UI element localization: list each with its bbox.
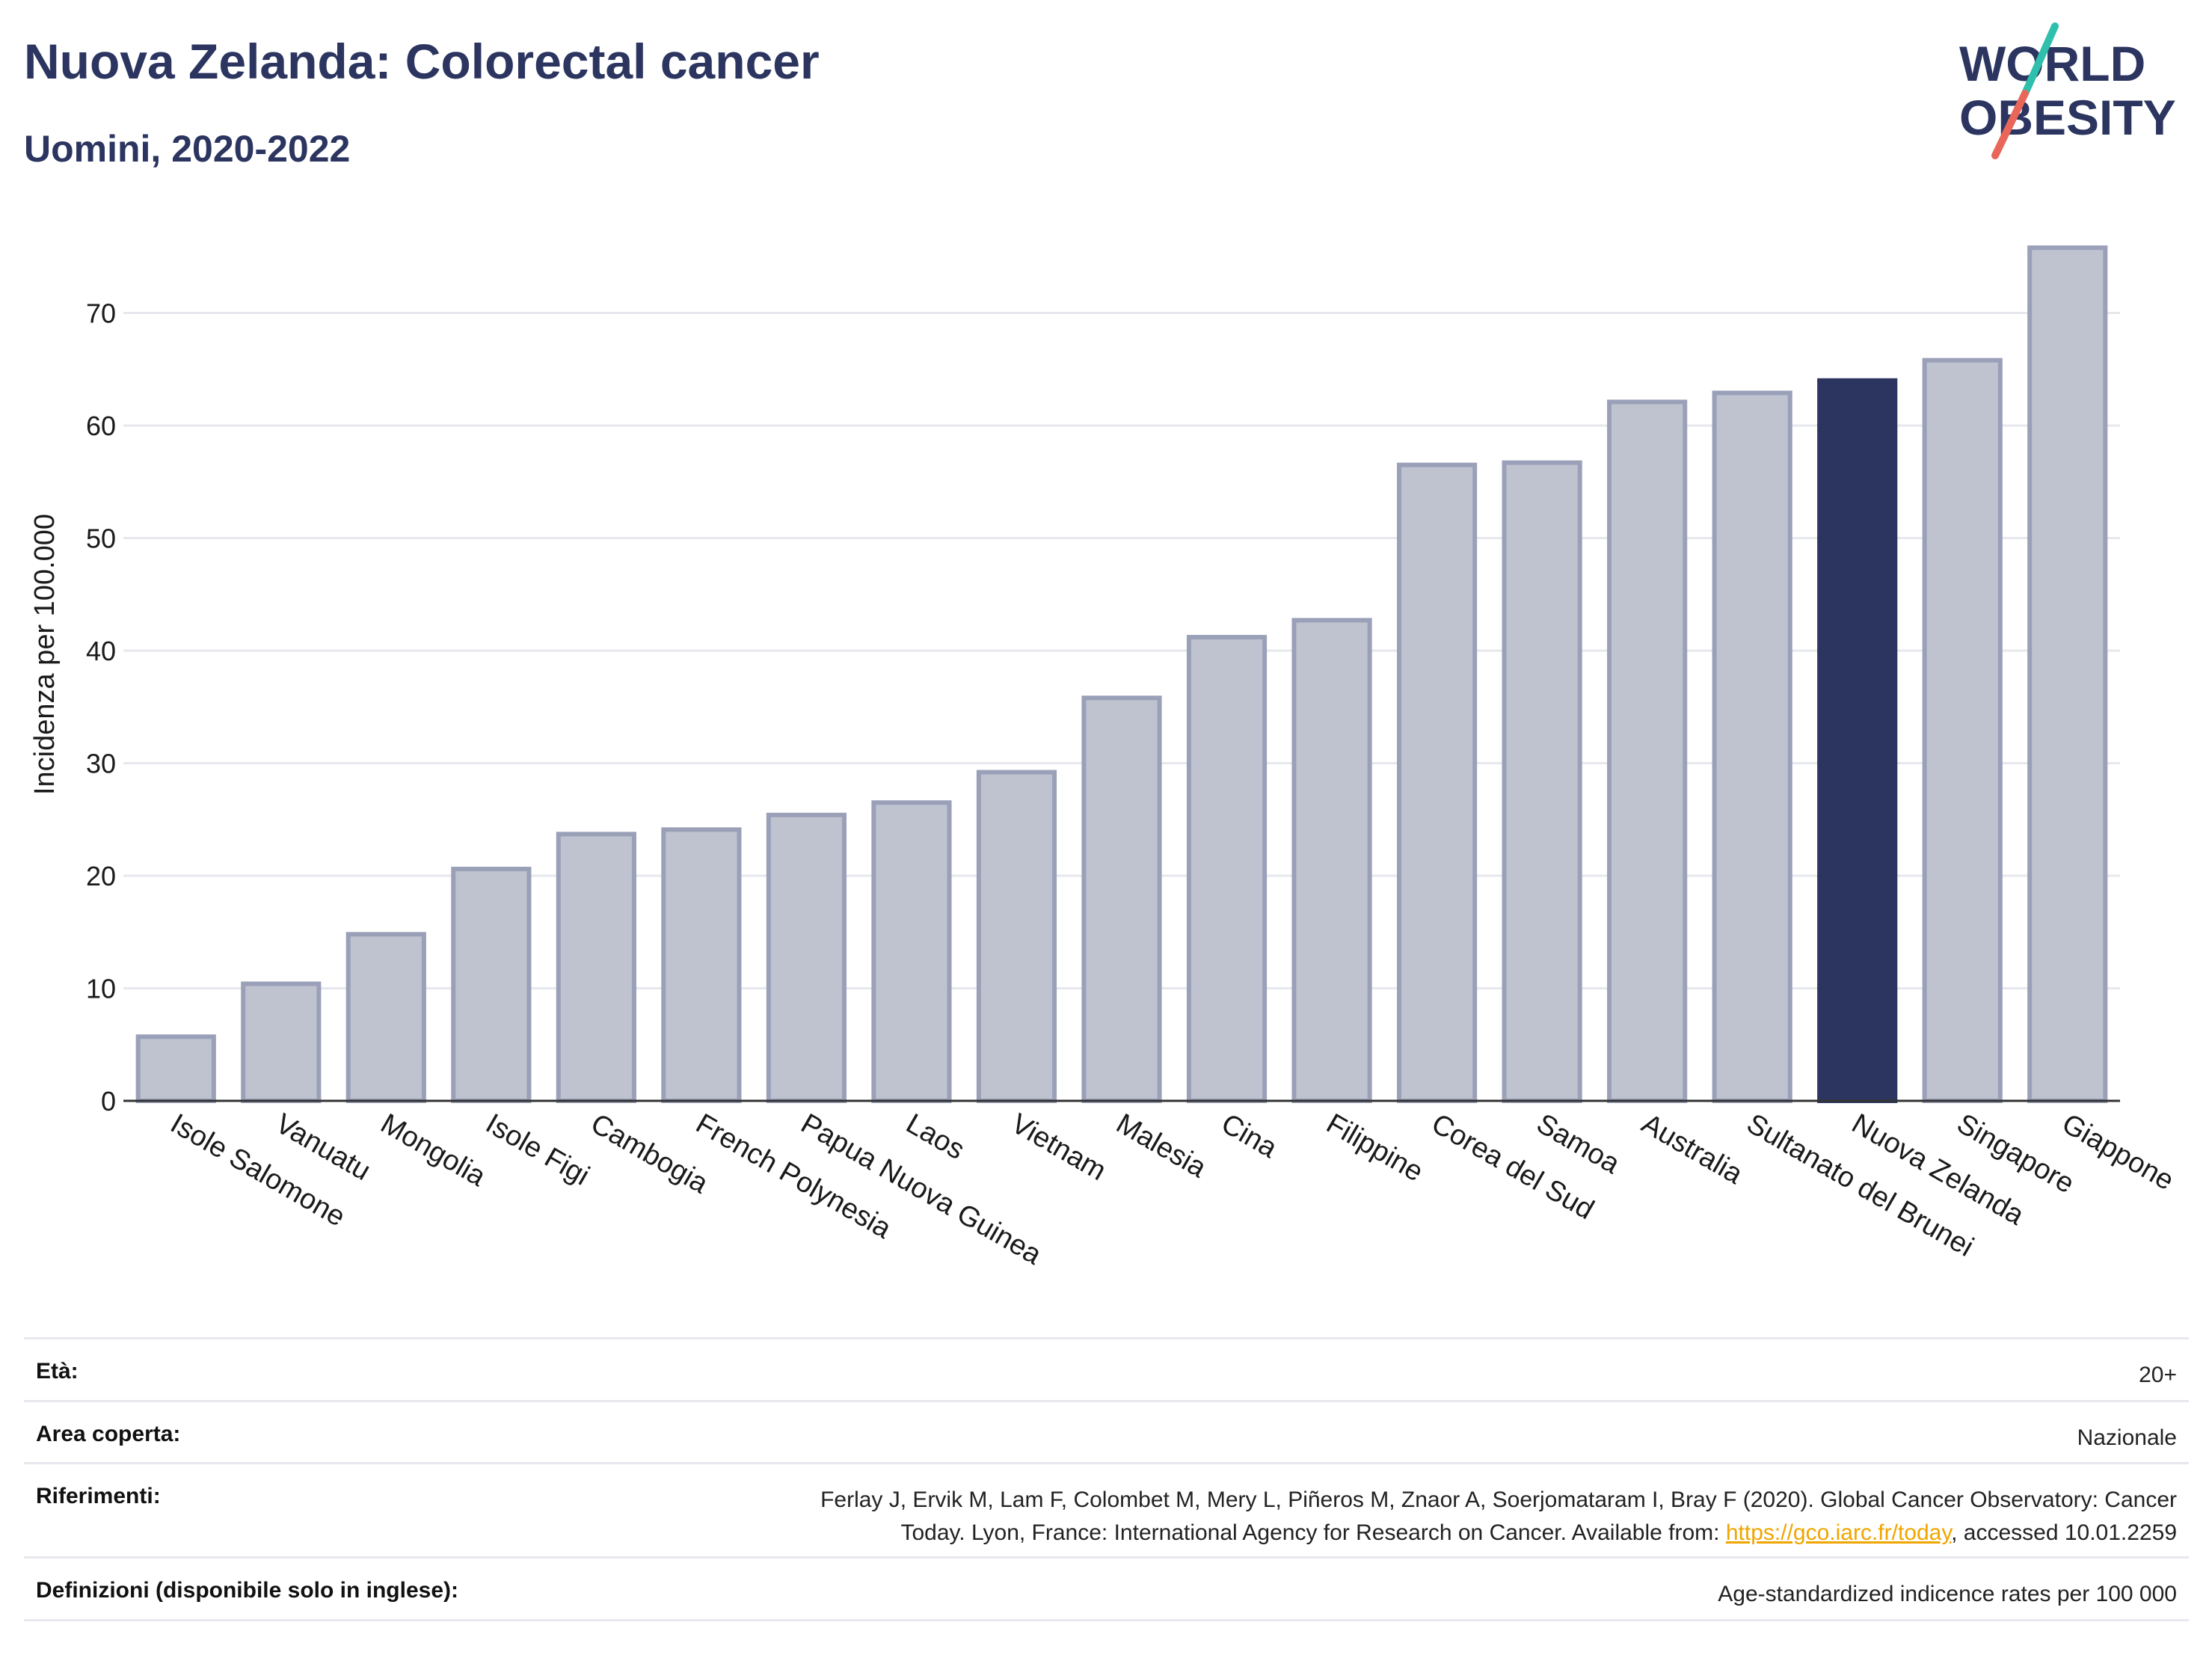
bar xyxy=(1502,460,1582,1103)
y-tick-label: 40 xyxy=(86,636,116,666)
bar xyxy=(1607,399,1688,1103)
world-obesity-logo: WORLD OBESITY xyxy=(1959,22,2176,159)
bar xyxy=(556,832,636,1103)
chart-title: Nuova Zelanda: Colorectal cancer xyxy=(24,34,820,89)
bar xyxy=(2027,245,2108,1104)
bar xyxy=(345,932,426,1104)
bar xyxy=(135,1034,216,1103)
x-tick-label: Filippine xyxy=(1321,1108,1429,1188)
references-text-1: Ferlay J, Ervik M, Lam F, Colombet M, Me… xyxy=(820,1487,2177,1512)
bar xyxy=(1817,378,1898,1103)
meta-row-references: Riferimenti: Ferlay J, Ervik M, Lam F, C… xyxy=(24,1464,2189,1559)
references-text-3: , accessed 10.01.2259 xyxy=(1951,1520,2177,1545)
area-label: Area coperta: xyxy=(36,1422,181,1446)
y-tick-label: 20 xyxy=(86,861,116,891)
y-tick-label: 60 xyxy=(86,411,116,441)
references-text-2: Today. Lyon, France: International Agenc… xyxy=(900,1520,1726,1545)
age-label: Età: xyxy=(36,1359,79,1384)
y-tick-label: 30 xyxy=(86,749,116,779)
x-tick-label: Laos xyxy=(900,1108,969,1166)
bar xyxy=(1396,462,1478,1103)
references-link[interactable]: https://gco.iarc.fr/today xyxy=(1725,1520,1952,1545)
x-tick-label: Vietnam xyxy=(1006,1108,1111,1187)
references-value: Ferlay J, Ervik M, Lam F, Colombet M, Me… xyxy=(820,1484,2177,1550)
y-tick-label: 50 xyxy=(86,523,116,554)
x-tick-label: Isole Figi xyxy=(480,1108,595,1191)
bar xyxy=(451,866,532,1103)
x-tick-label: French Polynesia xyxy=(690,1108,897,1245)
bars xyxy=(135,245,2108,1104)
y-tick-label: 0 xyxy=(101,1086,116,1117)
bar xyxy=(1712,390,1792,1103)
logo-line2: OBESITY xyxy=(1959,90,2176,145)
bar xyxy=(1186,634,1268,1103)
x-tick-label: Australia xyxy=(1636,1108,1748,1191)
bar xyxy=(1291,618,1372,1103)
meta-row-definitions: Definizioni (disponibile solo in inglese… xyxy=(24,1559,2189,1621)
meta-row-area: Area coperta: Nazionale xyxy=(24,1402,2189,1464)
x-tick-label: Cambogia xyxy=(586,1108,714,1200)
y-tick-label: 70 xyxy=(86,298,116,329)
y-axis-label: Incidenza per 100.000 xyxy=(29,514,61,795)
bar xyxy=(766,812,847,1103)
definitions-label: Definizioni (disponibile solo in inglese… xyxy=(36,1578,459,1603)
meta-row-age: Età: 20+ xyxy=(24,1339,2189,1402)
logo-slash-teal xyxy=(2021,22,2059,97)
logo-line1: WORLD xyxy=(1959,36,2145,91)
x-tick-label: Giappone xyxy=(2056,1108,2179,1197)
bar xyxy=(1922,357,2003,1103)
x-tick-label: Cina xyxy=(1216,1108,1282,1164)
age-value: 20+ xyxy=(2139,1363,2177,1387)
x-tick-label: Malesia xyxy=(1111,1108,1212,1184)
bar xyxy=(1081,696,1162,1103)
x-tick-label: Isole Salomone xyxy=(165,1108,351,1232)
chart-subtitle: Uomini, 2020-2022 xyxy=(24,128,351,170)
metadata-table: Età: 20+ Area coperta: Nazionale Riferim… xyxy=(24,1337,2189,1621)
bar xyxy=(661,827,742,1104)
bar xyxy=(976,770,1057,1104)
bar xyxy=(871,800,952,1104)
x-tick-label: Mongolia xyxy=(375,1108,491,1193)
definitions-value: Age-standardized indicence rates per 100… xyxy=(1718,1582,2177,1606)
bar xyxy=(241,981,322,1103)
references-label: Riferimenti: xyxy=(36,1484,161,1508)
y-tick-label: 10 xyxy=(86,974,116,1004)
logo-slash-coral xyxy=(1991,90,2029,159)
area-value: Nazionale xyxy=(2077,1425,2177,1450)
